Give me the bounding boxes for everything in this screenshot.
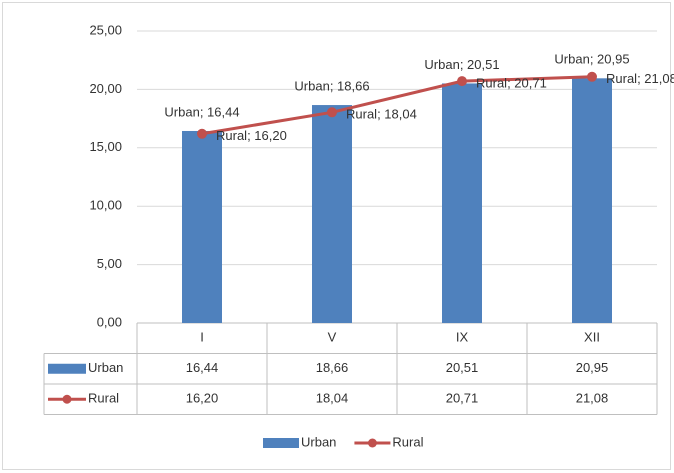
data-label: Urban; 20,95 [554, 52, 629, 67]
data-label: Urban; 20,51 [424, 57, 499, 72]
y-tick-label: 25,00 [89, 22, 122, 37]
y-tick-label: 5,00 [97, 256, 122, 271]
legend-label: Rural [392, 434, 423, 449]
data-label: Rural; 21,08 [606, 71, 674, 86]
table-cell: 16,44 [186, 360, 219, 375]
marker [587, 71, 597, 82]
table-cell: 16,20 [186, 391, 219, 406]
legend-key [48, 363, 86, 374]
data-label: Rural; 18,04 [346, 107, 417, 122]
y-tick-label: 20,00 [89, 81, 122, 96]
table-cell: 20,51 [446, 360, 479, 375]
x-tick-label: V [328, 330, 337, 345]
bar [442, 83, 482, 323]
legend-key [62, 394, 72, 404]
table-cell: 20,71 [446, 391, 479, 406]
data-label: Rural; 20,71 [476, 76, 547, 91]
table-cell: 21,08 [576, 391, 609, 406]
table-row-label: Rural [88, 391, 119, 406]
table-cell: 18,66 [316, 360, 349, 375]
line [201, 75, 593, 136]
marker [327, 107, 337, 118]
table-row-label: Urban [88, 360, 123, 375]
y-tick-label: 10,00 [89, 198, 122, 213]
y-tick-label: 0,00 [97, 314, 122, 329]
table-cell: 18,04 [316, 391, 349, 406]
legend-key [367, 438, 377, 448]
data-label: Urban; 16,44 [164, 104, 239, 119]
data-label: Rural; 16,20 [216, 128, 287, 143]
marker [197, 128, 207, 139]
data-label: Urban; 18,66 [294, 78, 369, 93]
x-tick-label: IX [456, 330, 469, 345]
bar [572, 78, 612, 323]
legend-label: Urban [301, 434, 336, 449]
x-tick-label: XII [584, 330, 600, 345]
x-tick-label: I [200, 330, 204, 345]
marker [457, 76, 467, 87]
y-tick-label: 15,00 [89, 139, 122, 154]
bar [182, 130, 222, 323]
bar [312, 105, 352, 323]
table-cell: 20,95 [576, 360, 609, 375]
legend-key [263, 438, 299, 448]
